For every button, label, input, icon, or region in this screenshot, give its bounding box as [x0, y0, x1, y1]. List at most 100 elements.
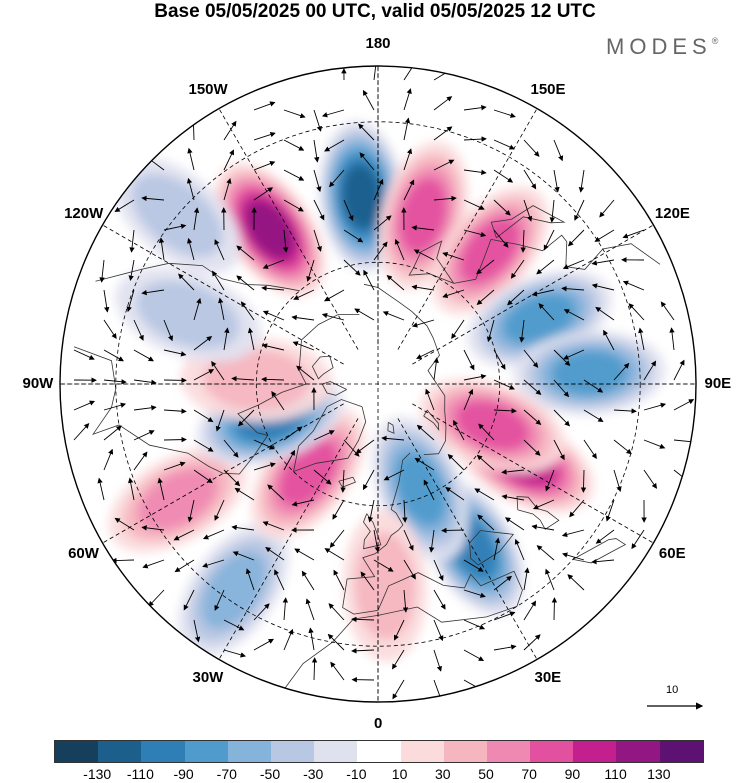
wind-vector: [603, 329, 615, 351]
wind-vector: [103, 448, 114, 471]
wind-vector: [133, 451, 148, 471]
wind-vector: [463, 349, 475, 371]
wind-vector: [493, 575, 513, 591]
wind-vector: [157, 477, 165, 501]
coastline-17: [423, 409, 440, 432]
wind-vector: [476, 289, 495, 305]
colorbar-tick-label: -110: [126, 766, 154, 782]
wind-vector: [283, 139, 305, 151]
wind-vector: [354, 308, 375, 321]
wind-vector: [643, 469, 658, 489]
colorbar-segment: [486, 741, 531, 762]
wind-vector: [660, 301, 675, 321]
wind-vector: [493, 611, 516, 621]
wind-vector: [253, 161, 276, 171]
wind-vector: [493, 199, 511, 216]
meridian-label-120e: 120E: [654, 205, 690, 222]
wind-vector: [402, 589, 409, 613]
wind-vector: [669, 327, 675, 351]
wind-vector: [383, 469, 405, 481]
wind-vector: [545, 568, 555, 591]
wind-vector: [638, 327, 645, 351]
wind-vector: [343, 229, 364, 243]
coastline-13: [572, 538, 627, 564]
wind-vector: [193, 469, 213, 484]
wind-vector: [253, 462, 276, 471]
wind-vector: [392, 679, 405, 700]
wind-vector: [531, 524, 555, 531]
wind-vector: [373, 241, 388, 261]
wind-vector: [433, 126, 453, 141]
parallel-30: [115, 121, 641, 647]
wind-vector: [163, 408, 187, 414]
wind-vector: [613, 362, 630, 381]
colorbar-segment: [530, 741, 574, 762]
wind-vector: [447, 453, 465, 471]
meridian-300: [102, 403, 344, 544]
colorbar-segment: [659, 741, 703, 762]
wind-vector: [73, 423, 90, 441]
colorbar-segment: [616, 741, 660, 762]
wind-vector: [562, 259, 585, 270]
wind-vector: [373, 559, 394, 572]
colorbar-segment: [98, 741, 142, 762]
map-border: [59, 65, 697, 703]
wind-vector: [392, 649, 405, 670]
wind-vector: [343, 259, 361, 276]
wind-vector: [433, 357, 439, 381]
wind-vector: [463, 105, 487, 111]
map-field: [60, 66, 696, 702]
wind-vector: [605, 499, 615, 522]
wind-vector: [463, 199, 485, 210]
wind-vector: [523, 199, 533, 222]
wind-vector: [271, 390, 285, 411]
wind-vector: [476, 259, 495, 275]
colorbar-tick-label: -10: [346, 766, 367, 782]
colorbar-ticks: -130 -110 -90 -70 -50 -30 -10 10 30 50 70 90 110 130: [0, 766, 750, 783]
wind-vector: [111, 557, 135, 564]
wind-vector: [463, 374, 487, 381]
meridian-30: [397, 418, 538, 660]
wind-vector: [329, 169, 345, 188]
wind-vector: [493, 379, 515, 390]
coastline-0: [73, 314, 360, 475]
wind-vector: [523, 409, 542, 425]
colorbar-segment: [184, 741, 228, 762]
wind-vector: [445, 486, 465, 501]
wind-vector: [240, 301, 255, 321]
colorbar-segment: [141, 741, 185, 762]
wind-vector: [523, 439, 541, 456]
coastline-3: [338, 476, 356, 488]
wind-vector: [643, 439, 666, 449]
wind-vector: [562, 552, 585, 561]
wind-vector: [231, 524, 255, 531]
wind-vector: [291, 499, 315, 507]
wind-vector: [463, 619, 486, 630]
wind-vector: [329, 529, 345, 548]
wind-vector: [493, 109, 516, 118]
wind-vector: [531, 289, 555, 297]
wind-vector: [223, 149, 234, 171]
wind-vector: [594, 229, 615, 242]
wind-vector: [523, 169, 537, 190]
wind-vector: [429, 529, 435, 553]
wind-vector: [202, 559, 225, 568]
wind-vector: [451, 319, 465, 340]
wind-vector: [223, 619, 245, 631]
wind-vector: [553, 379, 570, 398]
brand-text: MODES: [606, 34, 712, 59]
wind-vector: [232, 551, 255, 561]
wind-vector: [613, 439, 632, 455]
wind-vector: [567, 574, 585, 591]
wind-vector: [507, 289, 525, 306]
coastline-2: [292, 399, 367, 473]
wind-vector: [327, 633, 345, 651]
wind-vector: [403, 559, 416, 580]
wind-vector: [234, 487, 255, 501]
wind-vector: [267, 484, 285, 501]
wind-vector: [148, 589, 165, 607]
wind-vector: [538, 303, 555, 321]
wind-vector: [622, 229, 645, 239]
meridian-label-150e: 150E: [530, 80, 566, 98]
wind-vector: [553, 349, 571, 367]
